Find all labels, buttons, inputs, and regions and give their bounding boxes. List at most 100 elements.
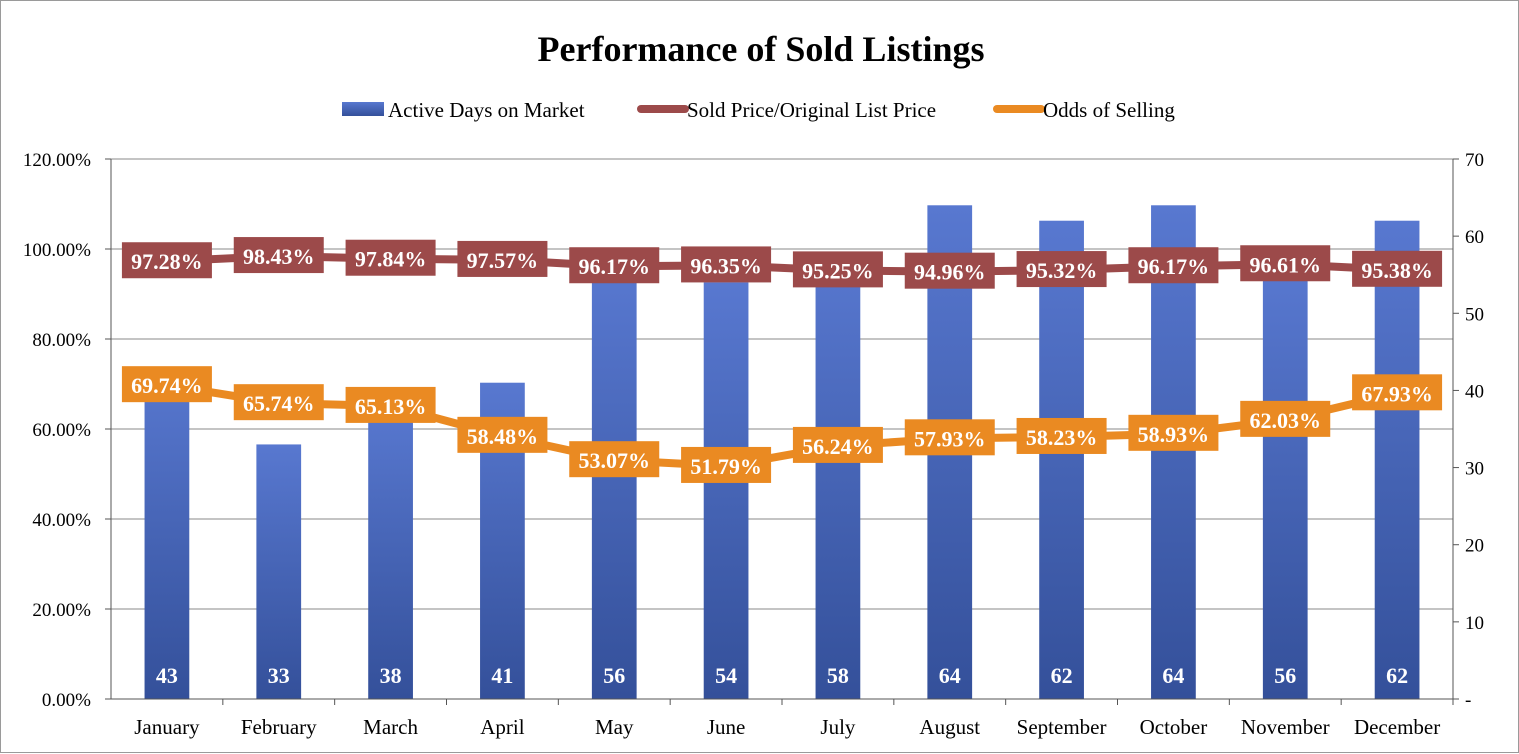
point-label-bg-sold-price: [457, 240, 548, 277]
point-label-bg-odds: [792, 426, 883, 463]
y-right-tick-label: 60: [1465, 227, 1484, 248]
legend-label-sold-price: Sold Price/Original List Price: [687, 98, 936, 122]
point-label-odds: 69.74%: [131, 373, 203, 398]
point-label-sold-price: 96.17%: [579, 254, 651, 279]
point-label-bg-odds: [681, 446, 772, 483]
y-right-tick-label: 40: [1465, 381, 1484, 402]
y-left-tick-label: 120.00%: [23, 150, 91, 171]
point-label-bg-odds: [904, 419, 995, 456]
x-category-label: June: [707, 715, 746, 739]
point-label-bg-sold-price: [233, 237, 324, 274]
point-label-odds: 65.13%: [355, 394, 427, 419]
bar-value-label: 64: [939, 663, 961, 688]
bar-value-label: 56: [1274, 663, 1296, 688]
bar-active-days: [815, 251, 861, 700]
x-category-label: December: [1354, 715, 1440, 739]
point-label-bg-odds: [121, 366, 212, 403]
y-left-tick-label: 0.00%: [42, 690, 91, 711]
point-label-bg-odds: [1240, 400, 1331, 437]
bar-value-label: 54: [715, 663, 737, 688]
bar-value-label: 64: [1162, 663, 1184, 688]
point-label-bg-sold-price: [1016, 251, 1107, 288]
x-category-label: May: [595, 715, 634, 739]
point-label-bg-odds: [1128, 414, 1219, 451]
bar-active-days: [368, 405, 413, 699]
y-left-tick-label: 40.00%: [32, 510, 91, 531]
point-label-sold-price: 97.84%: [355, 247, 427, 272]
bar-value-label: 58: [827, 663, 849, 688]
bar-value-label: 62: [1051, 663, 1073, 688]
y-left-tick-label: 80.00%: [32, 330, 91, 351]
bar-value-label: 62: [1386, 663, 1408, 688]
point-label-sold-price: 97.28%: [131, 249, 203, 274]
point-label-odds: 58.48%: [467, 424, 539, 449]
point-label-bg-sold-price: [569, 247, 660, 284]
point-label-odds: 56.24%: [802, 434, 874, 459]
point-label-bg-odds: [233, 384, 324, 421]
x-category-label: July: [820, 715, 856, 739]
point-label-bg-odds: [1352, 374, 1443, 411]
point-label-bg-sold-price: [1128, 247, 1219, 284]
bar-active-days: [256, 444, 302, 699]
bar-active-days: [144, 367, 190, 699]
legend-label-odds: Odds of Selling: [1043, 98, 1175, 122]
chart-title: Performance of Sold Listings: [538, 29, 985, 69]
y-right-tick-label: 20: [1465, 536, 1484, 557]
bar-value-label: 33: [268, 663, 290, 688]
y-left-tick-label: 20.00%: [32, 600, 91, 621]
bar-active-days: [1262, 267, 1308, 699]
x-category-label: August: [919, 715, 980, 739]
point-label-sold-price: 95.25%: [802, 258, 874, 283]
point-label-odds: 57.93%: [914, 426, 986, 451]
y-left-tick-label: 60.00%: [32, 420, 91, 441]
bar-active-days: [591, 267, 637, 699]
bar-active-days: [1374, 220, 1420, 699]
y-right-tick-label: 70: [1465, 150, 1484, 171]
point-label-bg-sold-price: [345, 239, 436, 276]
point-label-sold-price: 94.96%: [914, 260, 986, 285]
legend-label-active-days: Active Days on Market: [388, 98, 585, 122]
point-label-odds: 53.07%: [579, 448, 651, 473]
x-category-label: September: [1017, 715, 1107, 739]
point-label-bg-sold-price: [681, 246, 772, 283]
legend: Active Days on Market Sold Price/Origina…: [342, 98, 1175, 122]
point-label-bg-odds: [1016, 417, 1107, 454]
bar-active-days: [703, 282, 749, 699]
point-label-sold-price: 98.43%: [243, 244, 315, 269]
point-label-bg-sold-price: [1352, 250, 1443, 287]
axes: 0.00% 20.00% 40.00% 60.00% 80.00% 100.00% 120.…: [23, 150, 1484, 739]
point-label-sold-price: 96.61%: [1250, 252, 1322, 277]
bar-value-label: 43: [156, 663, 178, 688]
point-label-odds: 67.93%: [1361, 381, 1433, 406]
bar-value-label: 41: [491, 663, 513, 688]
point-label-sold-price: 97.57%: [467, 248, 539, 273]
point-label-odds: 51.79%: [690, 454, 762, 479]
x-category-label: March: [363, 715, 418, 739]
bar-active-days: [1151, 205, 1196, 700]
bar-value-label: 38: [380, 663, 402, 688]
bar-value-label: 56: [603, 663, 625, 688]
point-label-sold-price: 96.35%: [690, 253, 762, 278]
x-category-label: October: [1140, 715, 1208, 739]
point-label-bg-sold-price: [121, 242, 212, 279]
point-label-odds: 65.74%: [243, 391, 315, 416]
point-label-sold-price: 95.32%: [1026, 258, 1098, 283]
bar-active-days: [1039, 220, 1084, 699]
point-label-bg-sold-price: [904, 252, 995, 289]
x-category-label: April: [480, 715, 524, 739]
y-right-tick-label: 50: [1465, 304, 1484, 325]
point-label-sold-price: 96.17%: [1138, 254, 1210, 279]
y-right-tick-label: -: [1465, 690, 1471, 711]
x-category-label: January: [134, 715, 200, 739]
point-label-bg-sold-price: [792, 251, 883, 288]
point-label-bg-odds: [457, 416, 548, 453]
point-label-bg-odds: [569, 441, 660, 478]
data-labels: 43 33 38 41 56 54 58 64 62 64 56 62 97.28% 98.43% 97.8…: [121, 237, 1443, 688]
y-right-tick-label: 10: [1465, 613, 1484, 634]
x-category-label: February: [241, 715, 317, 739]
y-right-tick-label: 30: [1465, 459, 1484, 480]
point-label-bg-sold-price: [1240, 245, 1331, 282]
point-label-odds: 58.23%: [1026, 425, 1098, 450]
